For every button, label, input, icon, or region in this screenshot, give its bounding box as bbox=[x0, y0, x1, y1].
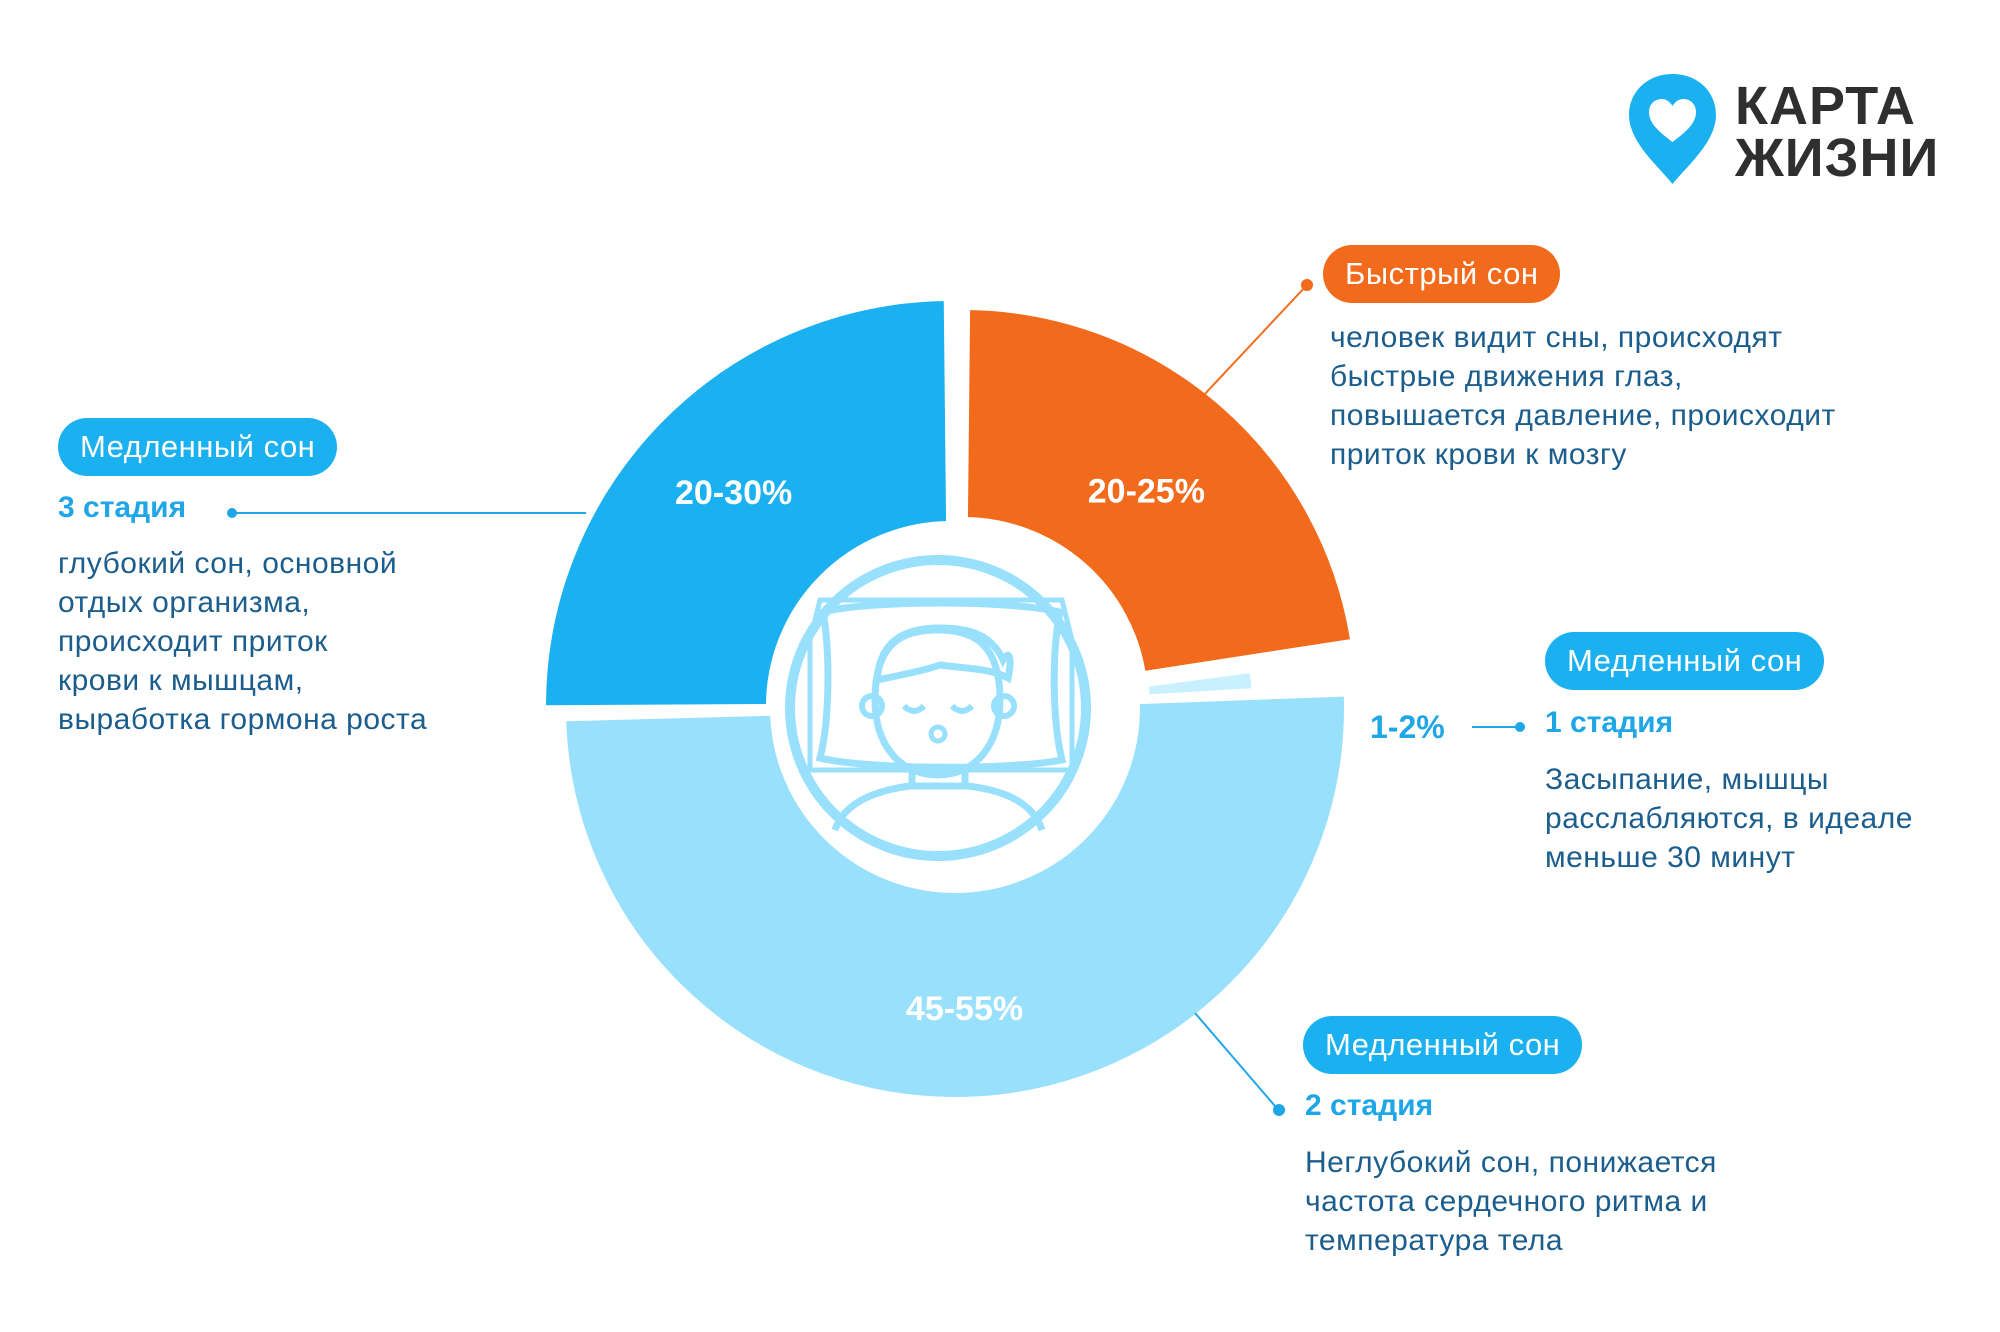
stage3-description: глубокий сон, основной отдых организма, … bbox=[58, 547, 428, 736]
rem-sleep-description: человек видит сны, происходят быстрые дв… bbox=[1330, 321, 1836, 471]
donut-slice-4 bbox=[540, 295, 953, 712]
stage2-label: 2 стадия bbox=[1305, 1089, 1434, 1122]
slice-label-1: 20-25% bbox=[1088, 472, 1205, 510]
rem-sleep-pill: Быстрый сон bbox=[1323, 245, 1561, 303]
stage1-label: 1 стадия bbox=[1545, 706, 1674, 739]
logo-heart-pin-icon bbox=[1629, 74, 1716, 184]
stage3-label: 3 стадия bbox=[58, 491, 187, 524]
stage3-pill: Медленный сон bbox=[58, 418, 338, 476]
logo-text: КАРТА ЖИЗНИ bbox=[1735, 76, 1940, 188]
donut-slice-1 bbox=[961, 304, 1357, 678]
donut-slice-3 bbox=[560, 690, 1350, 1103]
slice-label-4: 20-30% bbox=[675, 474, 792, 512]
stage2-description: Неглубокий сон, понижается частота серде… bbox=[1305, 1146, 1717, 1257]
stage2-pill: Медленный сон bbox=[1303, 1016, 1583, 1074]
donut-slice-2 bbox=[1142, 666, 1258, 701]
stage1-percent: 1-2% bbox=[1370, 709, 1445, 745]
sleeping-person-icon bbox=[785, 555, 1091, 861]
slice-label-3: 45-55% bbox=[906, 990, 1023, 1028]
stage1-description: Засыпание, мышцы расслабляются, в идеале… bbox=[1545, 763, 1913, 874]
stage1-pill: Медленный сон bbox=[1545, 632, 1825, 690]
